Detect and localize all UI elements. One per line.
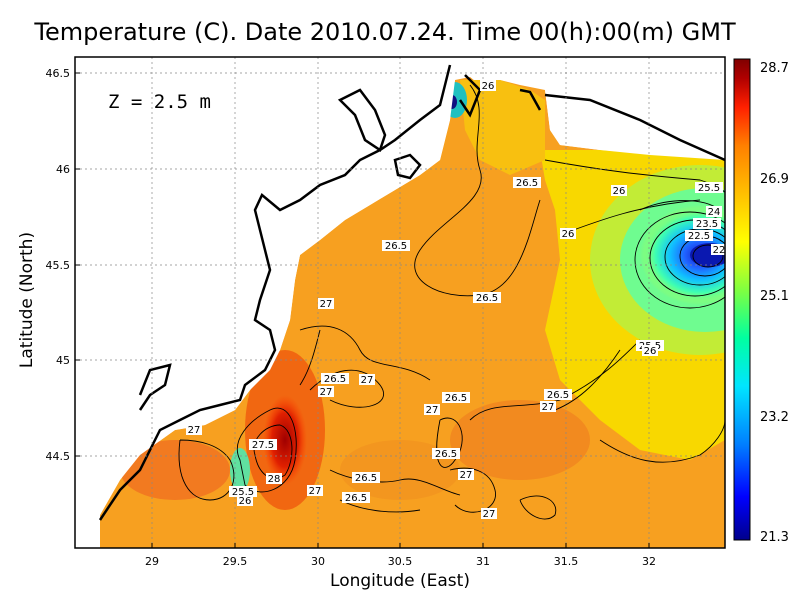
- svg-text:25.5: 25.5: [698, 183, 720, 194]
- contour-label: 26: [642, 345, 658, 357]
- x-tick-label: 29: [145, 555, 159, 568]
- colorbar: 28.7 26.9 25.1 23.2 21.3: [733, 58, 789, 545]
- contour-label: 27: [359, 374, 375, 386]
- x-tick-label: 30.5: [388, 555, 413, 568]
- contour-label: 26.5: [513, 177, 541, 189]
- coastline: [98, 64, 452, 521]
- svg-text:26.5: 26.5: [445, 393, 467, 404]
- y-tick-label: 45: [56, 354, 70, 367]
- svg-text:26.5: 26.5: [324, 374, 346, 385]
- y-axis-label: Latitude (North): [17, 232, 37, 368]
- contour-label: 26.5: [544, 389, 572, 401]
- colorbar-tick-label: 28.7: [760, 61, 789, 76]
- svg-text:26: 26: [644, 346, 657, 357]
- y-tick-label: 45.5: [46, 259, 71, 272]
- chart-title: Temperature (C). Date 2010.07.24. Time 0…: [33, 18, 736, 46]
- contour-label: 26.5: [342, 492, 370, 504]
- svg-text:22: 22: [713, 245, 726, 256]
- x-tick-label: 30: [311, 555, 325, 568]
- contour-label: 24: [706, 206, 722, 218]
- svg-text:26: 26: [562, 229, 575, 240]
- y-tick-label: 46: [56, 163, 70, 176]
- svg-text:27: 27: [320, 299, 333, 310]
- svg-text:26.5: 26.5: [547, 390, 569, 401]
- contour-label: 26.5: [382, 240, 410, 252]
- contour-label: 26: [560, 228, 576, 240]
- svg-text:27: 27: [483, 509, 496, 520]
- x-tick-label: 31.5: [554, 555, 579, 568]
- contour-label: 26: [611, 185, 627, 197]
- y-tick-label: 44.5: [46, 450, 71, 463]
- colorbar-tick-label: 23.2: [760, 410, 789, 425]
- svg-text:27: 27: [426, 405, 439, 416]
- contour-label: 27: [318, 298, 334, 310]
- contour-label: 26.5: [321, 373, 349, 385]
- svg-text:27: 27: [320, 387, 333, 398]
- contour-label: 27: [186, 424, 202, 436]
- colorbar-gradient: [733, 58, 751, 541]
- svg-text:26: 26: [239, 496, 252, 507]
- svg-text:26.5: 26.5: [476, 293, 498, 304]
- svg-text:26.5: 26.5: [345, 493, 367, 504]
- contour-label: 26.5: [473, 292, 501, 304]
- x-tick-label: 32: [642, 555, 656, 568]
- colorbar-tick-label: 21.3: [760, 530, 789, 545]
- svg-text:23.5: 23.5: [696, 219, 718, 230]
- svg-text:27: 27: [309, 486, 322, 497]
- contour-label: 27: [307, 485, 323, 497]
- contour-label: 27: [458, 469, 474, 481]
- plot-area: 2626.52625.52423.522.5222626.526.52725.5…: [75, 57, 726, 548]
- svg-text:26: 26: [482, 81, 495, 92]
- colorbar-tick-label: 25.1: [760, 289, 789, 304]
- svg-text:27: 27: [361, 375, 374, 386]
- contour-label: 27: [318, 386, 334, 398]
- y-tick-label: 46.5: [46, 67, 71, 80]
- x-tick-label: 29.5: [223, 555, 248, 568]
- svg-text:24: 24: [708, 207, 721, 218]
- svg-text:27: 27: [460, 470, 473, 481]
- svg-text:26.5: 26.5: [355, 473, 377, 484]
- svg-text:27: 27: [542, 402, 555, 413]
- x-axis-label: Longitude (East): [330, 571, 470, 591]
- contour-label: 25.5: [229, 486, 257, 498]
- contour-label: 25.5: [695, 182, 723, 194]
- svg-text:25.5: 25.5: [232, 487, 254, 498]
- svg-text:26.5: 26.5: [435, 449, 457, 460]
- svg-text:26: 26: [613, 186, 626, 197]
- contour-label: 23.5: [693, 218, 721, 230]
- contour-labels: 2626.52625.52423.522.5222626.526.52725.5…: [186, 80, 726, 520]
- contour-label: 28: [266, 473, 282, 485]
- contour-label: 27: [424, 404, 440, 416]
- contour-label: 27.5: [249, 439, 277, 451]
- contour-label: 22.5: [685, 230, 713, 242]
- contour-label: 26.5: [442, 392, 470, 404]
- svg-text:22.5: 22.5: [688, 231, 710, 242]
- svg-text:27.5: 27.5: [252, 440, 274, 451]
- contour-label: 26: [480, 80, 496, 92]
- svg-text:26.5: 26.5: [385, 241, 407, 252]
- contour-label: 26: [237, 495, 253, 507]
- contour-label: 26.5: [352, 472, 380, 484]
- colorbar-tick-label: 26.9: [760, 172, 789, 187]
- y-tick-labels: 46.5 46 45.5 45 44.5: [46, 67, 71, 463]
- depth-label: Z = 2.5 m: [108, 91, 211, 113]
- contour-label: 27: [481, 508, 497, 520]
- svg-text:28: 28: [268, 474, 281, 485]
- svg-text:27: 27: [188, 425, 201, 436]
- x-tick-label: 31: [476, 555, 490, 568]
- contour-label: 26.5: [432, 448, 460, 460]
- contour-label: 22: [711, 244, 726, 256]
- svg-text:26.5: 26.5: [516, 178, 538, 189]
- contour-label: 27: [540, 401, 556, 413]
- x-tick-labels: 29 29.5 30 30.5 31 31.5 32: [145, 555, 656, 568]
- gridlines: [75, 57, 725, 548]
